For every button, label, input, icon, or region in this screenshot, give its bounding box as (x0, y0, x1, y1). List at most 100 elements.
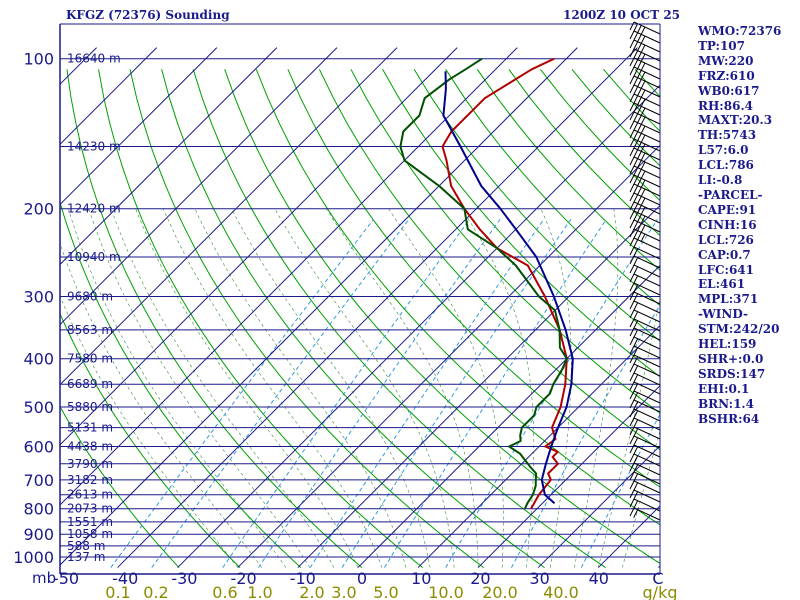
index-entry: LCL:726 (698, 232, 754, 247)
index-entry: -WIND- (698, 307, 748, 322)
pressure-tick-label: 700 (23, 471, 54, 490)
wind-barb (633, 327, 661, 341)
wind-barb (633, 309, 661, 323)
isotherm-line (177, 84, 660, 568)
mixing-ratio-tick-label: 10.0 (428, 583, 464, 600)
index-entry: RH:86.4 (698, 98, 753, 113)
wind-barb-feather (629, 300, 635, 310)
dry-adiabat-line (60, 312, 241, 568)
wind-barb (633, 165, 661, 179)
wind-barb-feather (633, 113, 639, 122)
wind-barb-feather (633, 320, 639, 329)
wind-barb-feather (629, 102, 635, 112)
wind-barb-feather (629, 480, 635, 490)
height-label: 2613 m (67, 488, 113, 502)
wind-barb (633, 75, 661, 89)
wind-barb (633, 147, 661, 161)
pressure-tick-label: 900 (23, 525, 54, 544)
height-label: 7580 m (67, 352, 113, 366)
isotherm-line (60, 47, 158, 146)
mixing-ratio-tick-label: 0.6 (212, 583, 237, 600)
wind-barb-feather (629, 93, 635, 103)
dry-adiabat-line (60, 200, 302, 568)
wind-barb-feather (636, 61, 642, 70)
wind-barb-feather (629, 210, 635, 220)
wind-barb-feather (629, 390, 635, 400)
dry-adiabat-line (476, 69, 660, 271)
index-entry: WB0:617 (698, 83, 760, 98)
wind-barb (633, 435, 661, 449)
wind-barb-feather (633, 167, 639, 176)
height-label: 10940 m (67, 250, 121, 264)
wind-barb-feather (633, 275, 639, 284)
wind-barb-feather (636, 142, 642, 151)
moist-adiabat-line (88, 208, 311, 568)
wind-barb-feather (636, 223, 642, 232)
wind-barb-feather (636, 79, 642, 88)
wind-barb-feather (640, 179, 646, 189)
wind-barb-feather (640, 134, 646, 144)
dry-adiabat-line (224, 69, 660, 564)
wind-barb-feather (633, 482, 639, 491)
wind-barb-feather (636, 232, 642, 241)
wind-barb (633, 219, 661, 233)
wind-barb (633, 30, 661, 44)
height-label: 1058 m (67, 527, 113, 541)
moist-adiabat-line (194, 208, 407, 568)
wind-barb-feather (636, 43, 642, 52)
pressure-tick-label: 100 (23, 50, 54, 69)
mixing-ratio-tick-label: 3.0 (331, 583, 356, 600)
mixing-ratio-tick-label: 5.0 (373, 583, 398, 600)
wind-barb-feather (633, 140, 639, 149)
index-entry: BSHR:64 (698, 411, 760, 426)
mixing-ratio-tick-label: 0.1 (105, 583, 130, 600)
wind-barb-feather (629, 246, 635, 256)
height-label: 3182 m (67, 473, 113, 487)
wind-barb-feather (636, 52, 642, 61)
index-entry: TP:107 (698, 38, 746, 53)
wind-barb (633, 174, 661, 188)
wind-barb-feather (633, 302, 639, 311)
height-label: 5131 m (67, 421, 113, 435)
wind-barb-feather (629, 282, 635, 292)
wind-barb-feather (633, 284, 639, 293)
wind-barb (633, 210, 661, 224)
wind-barb (633, 120, 661, 134)
wind-barb-feather (636, 25, 642, 34)
temperature-tick-label: 10 (411, 569, 431, 588)
wind-barb-feather (633, 455, 639, 464)
wind-barb-feather (633, 311, 639, 320)
wind-barb-feather (629, 129, 635, 139)
mixing-ratio-tick-label: 2.0 (299, 583, 324, 600)
temperature-tick-label: 30 (529, 569, 549, 588)
isotherm-line (60, 47, 518, 506)
wind-barb-feather (629, 174, 635, 184)
moist-adiabat-line (388, 208, 504, 568)
wind-barb (633, 129, 661, 143)
wind-barb (633, 390, 661, 404)
dewpoint-profile (399, 57, 568, 510)
wind-barb-feather (640, 44, 646, 54)
moist-adiabat-line (135, 208, 359, 568)
pressure-tick-label: 300 (23, 287, 54, 306)
wind-barb (633, 444, 661, 458)
wind-barb-feather (633, 41, 639, 50)
index-entry: MAXT:20.3 (698, 113, 773, 128)
wind-barb-feather (629, 417, 635, 427)
mixing-ratio-line (110, 218, 374, 568)
wind-barb-feather (640, 62, 646, 72)
wind-barb-feather (640, 161, 646, 171)
wind-barb-feather (636, 124, 642, 133)
wind-barb-feather (629, 381, 635, 391)
moist-adiabat-line (68, 208, 287, 568)
wind-barb-feather (629, 426, 635, 436)
mixing-ratio-tick-label: 40.0 (543, 583, 579, 600)
wind-barb (633, 381, 661, 395)
wind-barb-feather (636, 97, 642, 106)
wind-barb (633, 399, 661, 413)
isotherm-line (117, 47, 638, 568)
wind-barb (633, 228, 661, 242)
wind-barb-feather (633, 365, 639, 374)
wind-barb-feather (633, 293, 639, 302)
